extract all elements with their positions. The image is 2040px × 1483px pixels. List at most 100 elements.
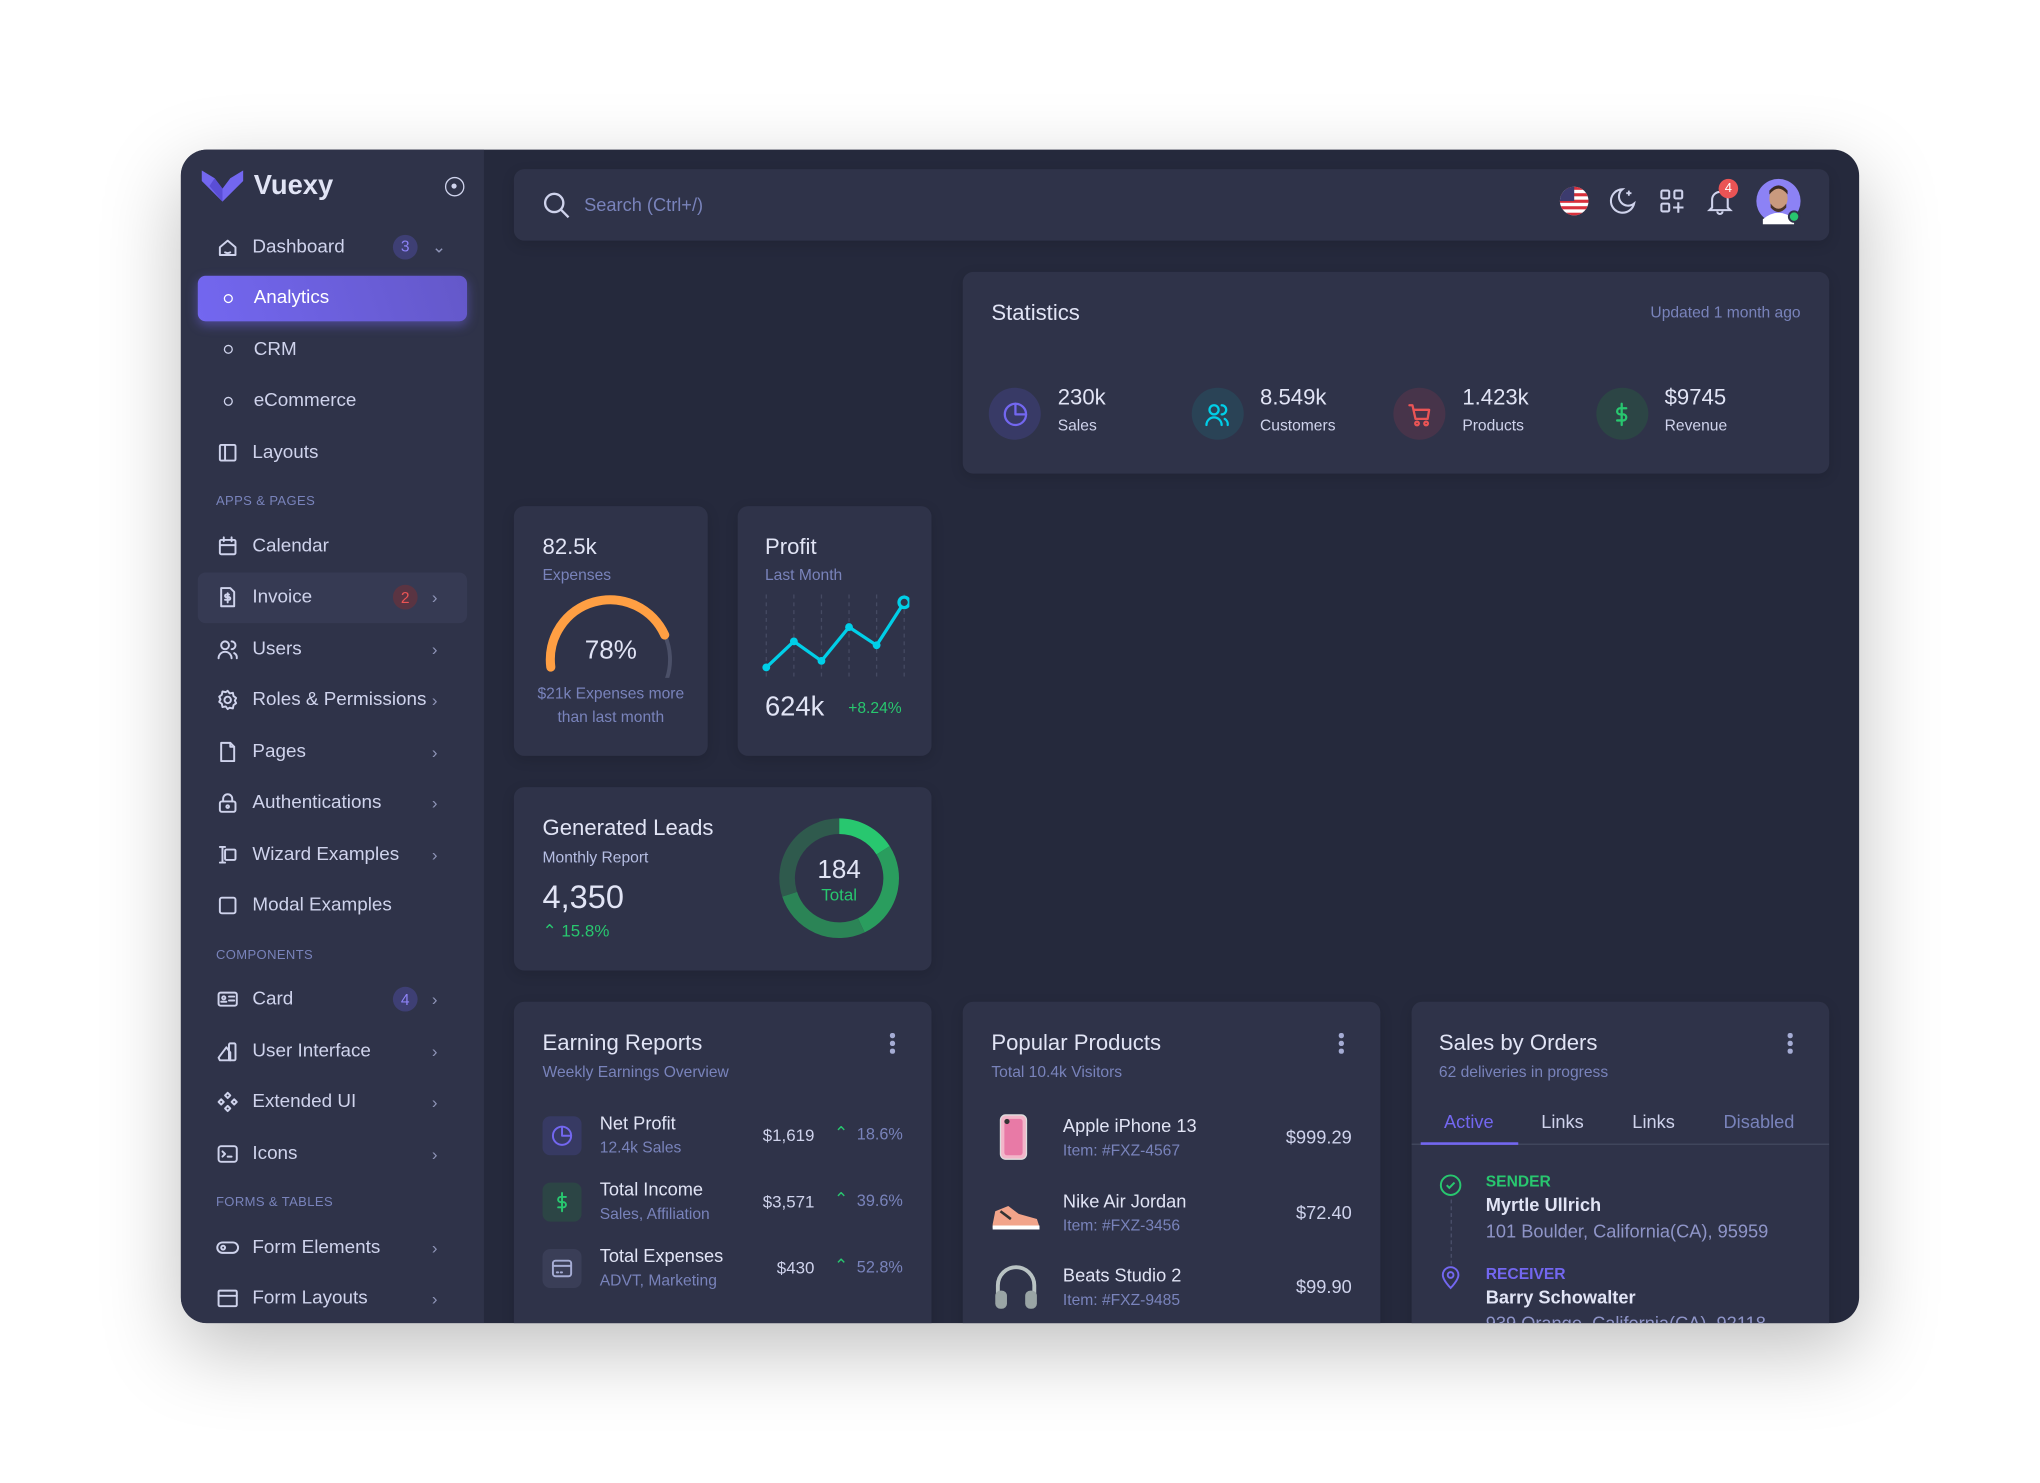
sidebar-item-pages[interactable]: Pages › <box>198 726 467 777</box>
credit-card-icon <box>542 1248 582 1288</box>
product-price: $999.29 <box>1285 1126 1352 1148</box>
popular-title: Popular Products <box>991 1030 1162 1056</box>
sidebar-item-form-layouts[interactable]: Form Layouts › <box>198 1273 467 1323</box>
orders-subtitle: 62 deliveries in progress <box>1438 1062 1609 1082</box>
sidebar-item-label: Extended UI <box>252 1091 357 1113</box>
users-icon <box>216 637 239 660</box>
lock-icon <box>216 791 239 814</box>
expenses-caption-line2: than last month <box>557 707 665 726</box>
earning-sub: 12.4k Sales <box>599 1138 682 1157</box>
sidebar-item-crm[interactable]: CRM <box>198 324 467 375</box>
stat-item-revenue: $9745 Revenue <box>1595 385 1791 442</box>
popular-subtitle: Total 10.4k Visitors <box>991 1062 1123 1082</box>
sidebar-item-modal-examples[interactable]: Modal Examples <box>198 880 467 931</box>
tab-links-2[interactable]: Links <box>1632 1111 1675 1132</box>
earning-sub: Sales, Affiliation <box>599 1204 710 1223</box>
file-icon <box>216 740 239 763</box>
sidebar-item-invoice[interactable]: Invoice 2 › <box>197 571 468 624</box>
stat-label: Products <box>1462 416 1524 435</box>
moon-stars-icon[interactable] <box>1608 187 1637 222</box>
expenses-gauge <box>545 595 672 678</box>
sidebar-item-roles-permissions[interactable]: Roles & Permissions › <box>198 675 467 726</box>
product-image-shoe <box>992 1205 1040 1229</box>
sidebar-item-badge: 3 <box>392 234 418 260</box>
profit-value: 624k <box>764 692 825 723</box>
profit-point <box>817 657 826 665</box>
vuexy-logo-icon <box>201 170 244 202</box>
more-options-icon[interactable] <box>1338 1032 1344 1056</box>
cart-icon <box>1393 387 1446 440</box>
stat-item-products: 1.423k Products <box>1393 385 1588 442</box>
sidebar-item-users[interactable]: Users › <box>198 623 467 674</box>
shortcuts-grid-icon[interactable] <box>1659 188 1685 221</box>
sender-name: Myrtle Ullrich <box>1485 1194 1602 1216</box>
more-options-icon[interactable] <box>1787 1032 1793 1056</box>
chevron-right-icon: › <box>431 741 438 762</box>
sidebar-item-layouts[interactable]: Layouts <box>198 427 467 478</box>
chevron-right-icon: › <box>431 793 438 813</box>
expenses-percent: 78% <box>584 636 637 665</box>
sidebar-item-icons[interactable]: Icons › <box>198 1128 467 1179</box>
product-image-phone <box>999 1114 1028 1160</box>
sidebar-item-label: Icons <box>252 1143 298 1165</box>
more-options-icon[interactable] <box>889 1032 895 1056</box>
sidebar-item-label: Users <box>252 638 302 660</box>
sidebar-item-label: Modal Examples <box>252 895 392 917</box>
sidebar-item-card[interactable]: Card 4 › <box>198 974 467 1025</box>
sidebar-item-user-interface[interactable]: User Interface › <box>198 1025 467 1076</box>
sidebar-item-label: Calendar <box>252 535 329 557</box>
sidebar-item-form-elements[interactable]: Form Elements › <box>198 1222 467 1273</box>
earning-title: Earning Reports <box>542 1030 703 1056</box>
sidebar-item-analytics[interactable]: Analytics <box>197 275 468 321</box>
sidebar-item-label: Roles & Permissions <box>252 689 427 711</box>
check-circle-icon <box>1439 1174 1462 1196</box>
receiver-address: 939 Orange, California(CA), 92118 <box>1486 1313 1766 1323</box>
calendar-icon <box>216 534 239 557</box>
profit-line-chart <box>762 594 910 678</box>
home-icon <box>216 235 239 258</box>
tabs-divider <box>1411 1143 1830 1145</box>
profit-title: Profit <box>764 534 817 560</box>
arrow-up-icon: ⌃ <box>833 1255 849 1275</box>
sidebar-item-label: CRM <box>253 339 297 361</box>
product-row[interactable]: Beats Studio 2 Item: #FXZ-9485 $99.90 <box>963 1262 1381 1311</box>
sidebar-item-dashboard[interactable]: Dashboard 3 ⌄ <box>198 221 467 272</box>
statistics-title: Statistics <box>991 300 1080 326</box>
product-image-headphones <box>995 1265 1037 1309</box>
chevron-down-icon: ⌄ <box>431 236 447 256</box>
us-flag-icon[interactable] <box>1559 185 1590 223</box>
logo[interactable]: Vuexy <box>201 170 333 202</box>
earning-reports-card: Earning Reports Weekly Earnings Overview… <box>513 1001 932 1324</box>
terminal-icon <box>216 1142 239 1165</box>
user-avatar[interactable] <box>1755 178 1802 231</box>
earning-amount: $1,619 <box>762 1125 815 1145</box>
sidebar-item-extended-ui[interactable]: Extended UI › <box>198 1077 467 1128</box>
leads-donut-chart <box>779 818 899 939</box>
sidebar-item-calendar[interactable]: Calendar <box>198 520 467 571</box>
tab-links[interactable]: Links <box>1541 1111 1584 1132</box>
notifications-bell-icon[interactable]: 4 <box>1706 178 1739 222</box>
sidebar-toggle-icon[interactable] <box>444 176 465 197</box>
sidebar-item-ecommerce[interactable]: eCommerce <box>198 375 467 426</box>
search-icon[interactable] <box>543 191 572 220</box>
map-pin-icon <box>1441 1266 1460 1290</box>
search-input[interactable]: Search (Ctrl+/) <box>584 193 704 215</box>
sidebar-item-badge: 2 <box>392 585 418 610</box>
arrow-up-icon: ⌃ <box>833 1189 849 1209</box>
donut-segment <box>838 818 890 855</box>
statistics-updated: Updated 1 month ago <box>1650 303 1801 322</box>
tab-active[interactable]: Active <box>1444 1111 1494 1132</box>
product-row[interactable]: Apple iPhone 13 Item: #FXZ-4567 $999.29 <box>963 1112 1381 1161</box>
product-row[interactable]: Nike Air Jordan Item: #FXZ-3456 $72.40 <box>963 1187 1381 1236</box>
sidebar: Vuexy Dashboard 3 ⌄ Analytics CRM eCommerce La… <box>180 149 484 1324</box>
sidebar-item-authentications[interactable]: Authentications › <box>198 777 467 828</box>
earning-percent: 39.6% <box>856 1191 903 1210</box>
stat-label: Revenue <box>1664 416 1728 435</box>
sender-address: 101 Boulder, California(CA), 95959 <box>1485 1220 1769 1242</box>
earning-name: Total Expenses <box>599 1245 724 1266</box>
profit-point <box>897 595 910 610</box>
statistics-card: Statistics Updated 1 month ago 230k Sale… <box>962 271 1830 474</box>
tab-disabled[interactable]: Disabled <box>1723 1111 1795 1132</box>
wizard-icon <box>216 843 239 866</box>
sidebar-item-wizard-examples[interactable]: Wizard Examples › <box>198 829 467 880</box>
